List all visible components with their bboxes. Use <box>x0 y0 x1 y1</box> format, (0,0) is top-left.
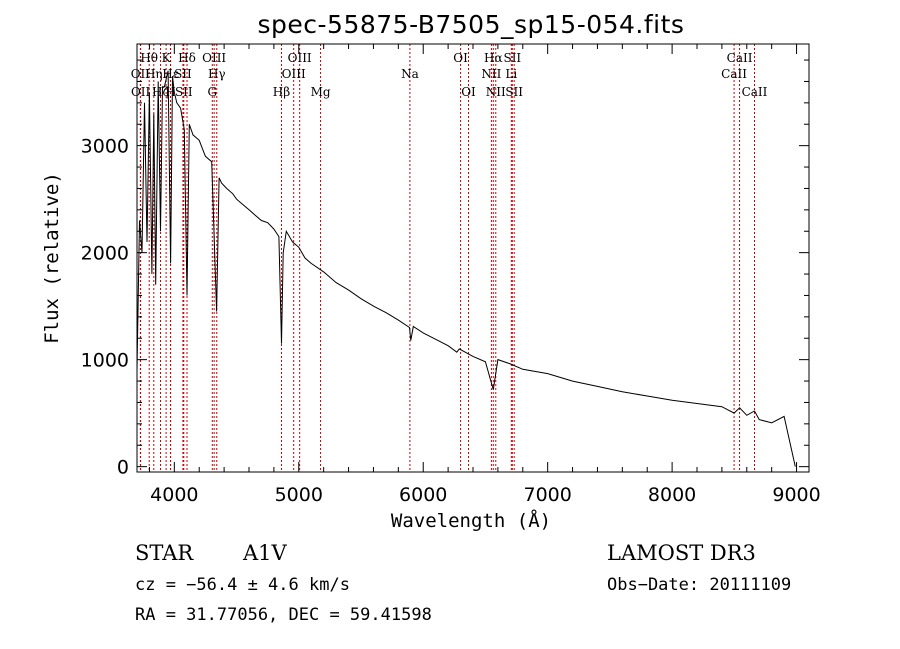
line-marker-label: OI <box>453 51 468 65</box>
x-axis-ticks: 4000 5000 6000 7000 8000 9000 <box>148 44 821 506</box>
x-tick-label: 7000 <box>523 484 571 506</box>
x-tick-label: 5000 <box>275 484 323 506</box>
line-marker-label: OIII <box>288 51 312 65</box>
y-axis-ticks: 0 1000 2000 3000 <box>81 59 809 479</box>
object-class: STAR <box>135 541 194 565</box>
coordinates: RA = 31.77056, DEC = 59.41598 <box>135 605 432 625</box>
line-marker-label: Hθ <box>140 51 158 65</box>
object-subclass: A1V <box>242 541 288 565</box>
line-marker-label: G <box>207 85 217 99</box>
line-marker-label: Hδ <box>178 51 196 65</box>
x-axis-label: Wavelength (Å) <box>391 509 551 532</box>
line-marker-label: Na <box>401 67 419 81</box>
line-marker-label: SII <box>175 85 193 99</box>
line-marker-label: OII <box>131 85 151 99</box>
line-marker-label: NII <box>486 85 506 99</box>
line-marker-label: Hζ <box>152 85 169 99</box>
line-marker-label: Hη <box>145 67 163 81</box>
line-marker-label: K <box>162 51 172 65</box>
line-marker-label: CaII <box>721 67 747 81</box>
line-marker-label: OI <box>461 85 476 99</box>
y-axis-label: Flux (relative) <box>41 172 63 344</box>
y-tick-label: 2000 <box>81 243 129 265</box>
line-marker-label: SII <box>174 67 192 81</box>
x-tick-label: 4000 <box>150 484 198 506</box>
line-marker-label: CaII <box>742 85 768 99</box>
line-marker-label: Hα <box>484 51 503 65</box>
line-marker-label: Hγ <box>208 67 226 81</box>
line-marker-label: OIII <box>202 51 226 65</box>
line-marker-label: CaII <box>727 51 753 65</box>
line-marker-label: NII <box>481 67 501 81</box>
x-tick-label: 8000 <box>648 484 696 506</box>
redshift-velocity: cz = −56.4 ± 4.6 km/s <box>135 575 350 595</box>
y-tick-label: 3000 <box>81 136 129 158</box>
line-marker-label: Mg <box>311 85 331 99</box>
line-marker-label: OIII <box>282 67 306 81</box>
plot-frame <box>136 43 810 473</box>
y-tick-label: 0 <box>117 457 129 479</box>
line-marker-label: OII <box>131 67 151 81</box>
line-marker-label: SII <box>503 51 521 65</box>
line-marker-label: SII <box>505 85 523 99</box>
survey-name: LAMOST DR3 <box>607 541 756 565</box>
emission-line-markers <box>139 44 755 472</box>
y-tick-label: 1000 <box>81 350 129 372</box>
x-tick-label: 9000 <box>772 484 820 506</box>
chart-title: spec-55875-B7505_sp15-054.fits <box>258 10 685 39</box>
spectrum-line <box>136 70 796 467</box>
line-marker-label: Li <box>505 67 517 81</box>
x-tick-label: 6000 <box>399 484 447 506</box>
line-marker-label: H <box>165 85 175 99</box>
line-marker-label: Hβ <box>273 85 290 99</box>
observation-date: Obs−Date: 20111109 <box>607 575 791 595</box>
